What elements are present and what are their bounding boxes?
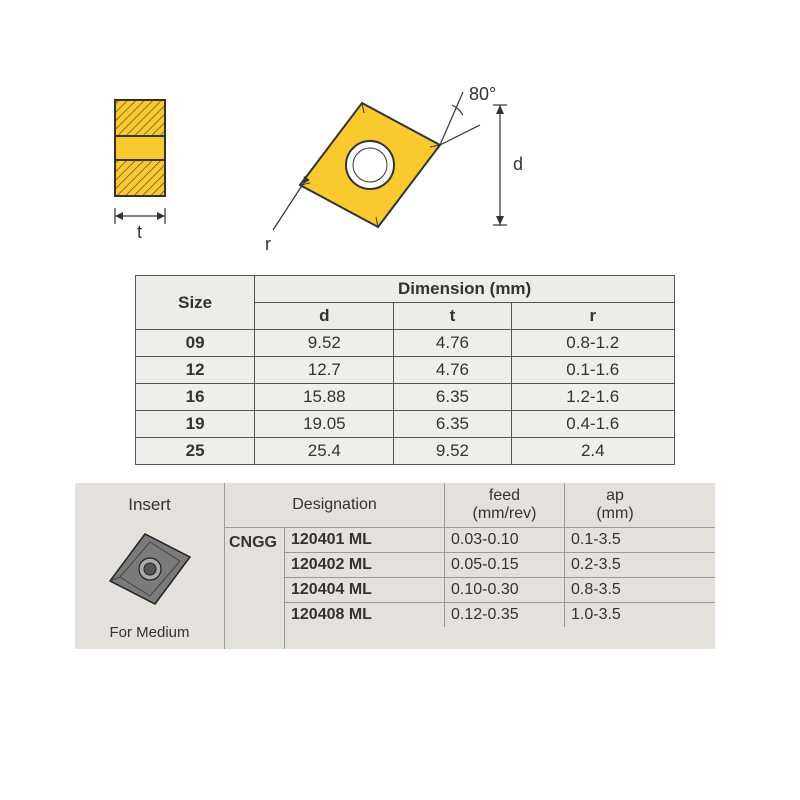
designation-row: 120401 ML0.03-0.100.1-3.5 (285, 528, 715, 553)
d-label: d (513, 154, 523, 174)
col-r: r (511, 303, 674, 330)
designation-header: Designation (225, 483, 445, 527)
feed-header: feed (mm/rev) (445, 483, 565, 527)
designation-table: Insert For Medium Designation feed (75, 483, 715, 649)
designation-row: 120408 ML0.12-0.351.0-3.5 (285, 603, 715, 627)
dimension-table: Size Dimension (mm) d t r 099.524.760.8-… (135, 275, 675, 465)
table-row: 2525.49.522.4 (136, 438, 675, 465)
table-row: 099.524.760.8-1.2 (136, 330, 675, 357)
insert-header: Insert (128, 489, 171, 523)
designation-row: 120402 ML0.05-0.150.2-3.5 (285, 553, 715, 578)
insert-icon (100, 529, 200, 614)
insert-caption: For Medium (109, 620, 189, 641)
designation-group: CNGG (225, 528, 285, 649)
t-label: t (137, 222, 142, 242)
col-t: t (394, 303, 511, 330)
top-view-diagram: 80° d r (255, 70, 555, 260)
table-row: 1919.056.350.4-1.6 (136, 411, 675, 438)
dimension-header: Dimension (mm) (255, 276, 675, 303)
r-label: r (265, 234, 271, 254)
angle-label: 80° (469, 84, 496, 104)
table-row: 1212.74.760.1-1.6 (136, 357, 675, 384)
size-header: Size (136, 276, 255, 330)
designation-row: 120404 ML0.10-0.300.8-3.5 (285, 578, 715, 603)
side-view-diagram: t (95, 90, 215, 260)
table-row: 1615.886.351.2-1.6 (136, 384, 675, 411)
col-d: d (255, 303, 394, 330)
ap-header: ap (mm) (565, 483, 665, 527)
technical-diagrams: t (75, 70, 725, 260)
